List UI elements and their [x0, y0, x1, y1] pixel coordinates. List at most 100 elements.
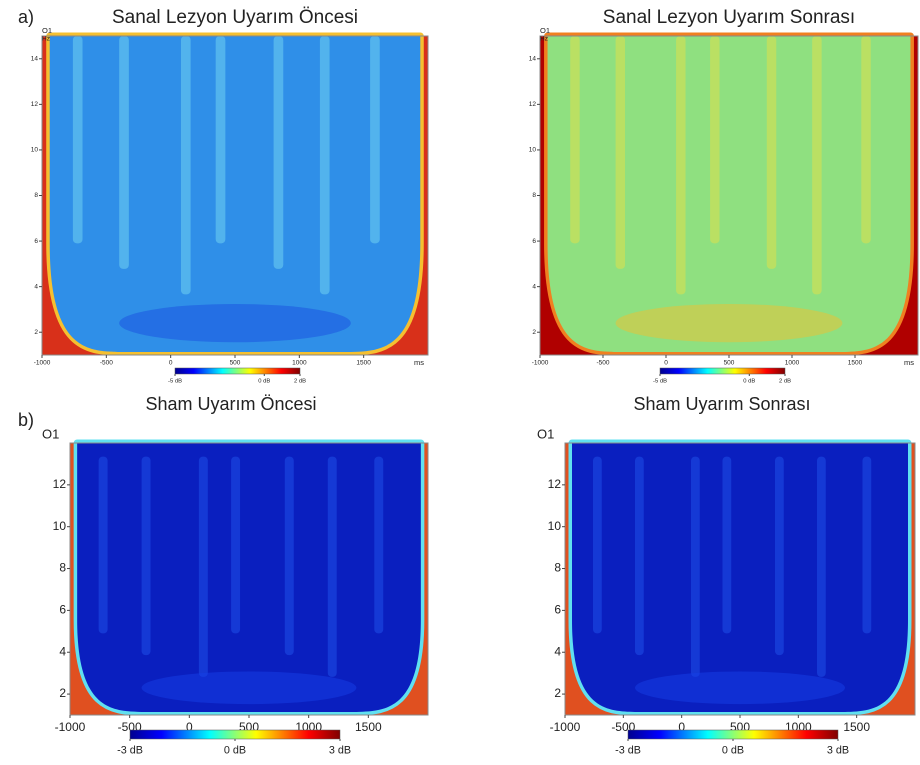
colorbar-label: 0 dB — [224, 744, 246, 756]
heatmap-streak — [141, 456, 151, 656]
heatmap-low-band — [635, 671, 845, 705]
heatmap-streak — [710, 36, 720, 244]
y-tick-label: 8 — [59, 561, 66, 575]
colorbar-label: 2 dB — [779, 379, 791, 385]
x-tick-label: 500 — [724, 360, 735, 367]
x-tick-label: -500 — [100, 360, 113, 367]
heatmap-streak — [198, 456, 208, 677]
x-unit: ms — [414, 358, 424, 367]
x-tick-label: 0 — [664, 360, 668, 367]
heatmap-streak — [570, 36, 580, 244]
colorbar-label: 3 dB — [827, 744, 849, 756]
channel-label: O1 — [42, 26, 52, 35]
y-tick-label: 10 — [31, 147, 39, 154]
y-tick-label: 10 — [548, 519, 562, 533]
heatmap-streak — [180, 36, 191, 295]
heatmap-streak — [327, 456, 337, 677]
y-unit: Hz — [540, 36, 548, 43]
x-tick-label: 1500 — [848, 360, 863, 367]
colorbar-label: 0 dB — [743, 379, 755, 385]
y-tick-label: 8 — [554, 561, 561, 575]
y-tick-label: 10 — [53, 519, 67, 533]
heatmap-body-core — [77, 443, 421, 712]
panel-label: b) — [18, 410, 34, 430]
heatmap-streak — [273, 36, 284, 269]
y-tick-label: 12 — [548, 477, 562, 491]
x-tick-label: 0 — [678, 720, 685, 734]
colorbar — [129, 729, 341, 740]
colorbar-label: -3 dB — [615, 744, 641, 756]
colorbar-label: 0 dB — [722, 744, 744, 756]
heatmap-streak — [812, 36, 822, 295]
heatmap-streak — [862, 456, 872, 634]
y-tick-label: 6 — [554, 603, 561, 617]
x-tick-label: -1000 — [55, 720, 86, 734]
colorbar-label: 2 dB — [294, 379, 306, 385]
heatmap-body-core — [572, 443, 908, 712]
chart-title: Sanal Lezyon Uyarım Öncesi — [112, 7, 358, 28]
heatmap-streak — [98, 456, 108, 634]
y-tick-label: 6 — [59, 603, 66, 617]
y-tick-label: 4 — [554, 644, 561, 658]
colorbar-label: -5 dB — [168, 379, 182, 385]
heatmap-streak — [722, 456, 732, 634]
heatmap-streak — [615, 36, 626, 269]
x-unit: ms — [904, 358, 914, 367]
y-tick-label: 4 — [34, 283, 38, 290]
x-tick-label: 1500 — [843, 720, 870, 734]
heatmap-streak — [119, 36, 129, 269]
y-unit: Hz — [42, 36, 50, 43]
colorbar-label: -5 dB — [653, 379, 667, 385]
heatmap-streak — [691, 456, 700, 677]
heatmap-streak — [775, 456, 784, 656]
heatmap-body-core — [49, 36, 421, 352]
panel-label: a) — [18, 7, 34, 27]
y-tick-label: 12 — [53, 477, 67, 491]
colorbar-label: 0 dB — [258, 379, 270, 385]
heatmap-streak — [861, 36, 871, 244]
y-tick-label: 8 — [34, 192, 38, 199]
y-tick-label: 2 — [34, 329, 38, 336]
heatmap-streak — [593, 456, 602, 634]
x-tick-label: 1500 — [355, 720, 382, 734]
x-tick-label: -1000 — [34, 360, 51, 367]
colorbar — [659, 367, 786, 375]
colorbar — [174, 367, 301, 375]
heatmap-streak — [817, 456, 826, 677]
heatmap-streak — [766, 36, 777, 269]
colorbar-label: 3 dB — [329, 744, 351, 756]
heatmap-body-core — [547, 36, 911, 352]
colorbar — [627, 729, 839, 740]
y-tick-label: 6 — [34, 238, 38, 245]
y-tick-label: 10 — [529, 147, 537, 154]
y-tick-label: 14 — [31, 56, 39, 63]
y-tick-label: 8 — [532, 192, 536, 199]
chart-title: Sanal Lezyon Uyarım Sonrası — [603, 7, 855, 28]
y-tick-label: 12 — [529, 101, 537, 108]
chart-title: Sham Uyarım Öncesi — [145, 394, 316, 414]
heatmap-low-band — [141, 671, 357, 705]
x-tick-label: -1000 — [550, 720, 581, 734]
y-tick-label: 2 — [554, 686, 561, 700]
heatmap-low-band — [615, 303, 843, 343]
y-tick-label: 4 — [532, 283, 536, 290]
chart-title: Sham Uyarım Sonrası — [633, 394, 810, 414]
y-tick-label: 14 — [529, 56, 537, 63]
heatmap-streak — [370, 36, 380, 244]
y-tick-label: 2 — [532, 329, 536, 336]
heatmap-streak — [231, 456, 241, 634]
x-tick-label: -1000 — [532, 360, 549, 367]
heatmap-streak — [284, 456, 294, 656]
x-tick-label: 500 — [230, 360, 241, 367]
heatmap-streak — [374, 456, 384, 634]
heatmap-low-band — [119, 303, 351, 343]
x-tick-label: 1000 — [785, 360, 800, 367]
y-tick-label: 4 — [59, 644, 66, 658]
heatmap-streak — [676, 36, 686, 295]
y-tick-label: 12 — [31, 101, 39, 108]
heatmap-streak — [72, 36, 83, 244]
y-tick-label: 2 — [59, 686, 66, 700]
x-tick-label: 0 — [169, 360, 173, 367]
